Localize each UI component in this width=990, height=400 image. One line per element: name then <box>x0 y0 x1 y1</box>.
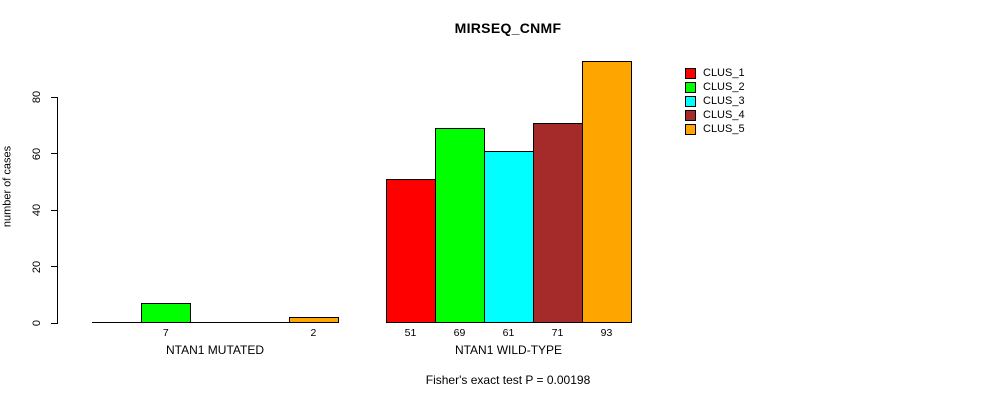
legend-item: CLUS_4 <box>685 109 745 123</box>
y-axis-tick <box>51 96 58 98</box>
legend-swatch-icon <box>685 67 696 79</box>
bar-value-label: 61 <box>502 327 515 339</box>
bar-clus_5-mutated <box>288 317 339 323</box>
legend-item-label: CLUS_5 <box>703 123 745 136</box>
y-axis-tick-label: 60 <box>31 147 43 160</box>
bar-value-label: 93 <box>600 327 613 339</box>
legend-item-label: CLUS_1 <box>703 66 745 79</box>
bar-value-label: 51 <box>404 327 417 339</box>
bar-clus_2-wild-type <box>435 128 485 323</box>
bar-clus_5-wild-type <box>582 60 632 323</box>
y-axis-tick <box>51 266 58 268</box>
bar-clus_3-wild-type <box>484 150 534 323</box>
bar-value-label: 71 <box>551 327 564 339</box>
bar-clus_4-wild-type <box>533 122 583 323</box>
annotation-text: Fisher's exact test P = 0.00198 <box>425 373 591 387</box>
legend-item-label: CLUS_3 <box>703 94 745 107</box>
legend-swatch-icon <box>685 81 696 93</box>
legend-swatch-icon <box>685 95 696 107</box>
legend-item-label: CLUS_2 <box>703 80 745 93</box>
y-axis-tick <box>51 322 58 324</box>
y-axis-tick-label: 20 <box>31 260 43 273</box>
legend-item: CLUS_5 <box>685 123 745 137</box>
legend-item: CLUS_2 <box>685 80 745 94</box>
legend-item-label: CLUS_4 <box>703 109 745 122</box>
y-axis-tick-label: 0 <box>31 319 43 327</box>
x-axis-group-label: NTAN1 MUTATED <box>166 343 264 357</box>
x-axis-group-label: NTAN1 WILD-TYPE <box>454 343 563 357</box>
y-axis-tick <box>51 209 58 211</box>
y-axis-tick-label: 80 <box>31 91 43 104</box>
legend-item: CLUS_1 <box>685 66 745 80</box>
bar-value-label: 7 <box>162 327 169 339</box>
legend-swatch-icon <box>685 110 696 122</box>
y-axis-tick <box>51 153 58 155</box>
chart-title: MIRSEQ_CNMF <box>454 20 562 36</box>
legend-swatch-icon <box>685 124 696 136</box>
bar-value-label: 69 <box>453 327 466 339</box>
legend-item: CLUS_3 <box>685 94 745 108</box>
y-axis-tick-label: 40 <box>31 204 43 217</box>
x-axis-baseline <box>92 322 338 323</box>
legend: CLUS_1 CLUS_2 CLUS_3 CLUS_4 CLUS_5 <box>685 66 745 137</box>
bar-clus_1-wild-type <box>386 179 436 323</box>
bar-value-label: 2 <box>310 327 317 339</box>
bar-clus_2-mutated <box>141 303 192 323</box>
